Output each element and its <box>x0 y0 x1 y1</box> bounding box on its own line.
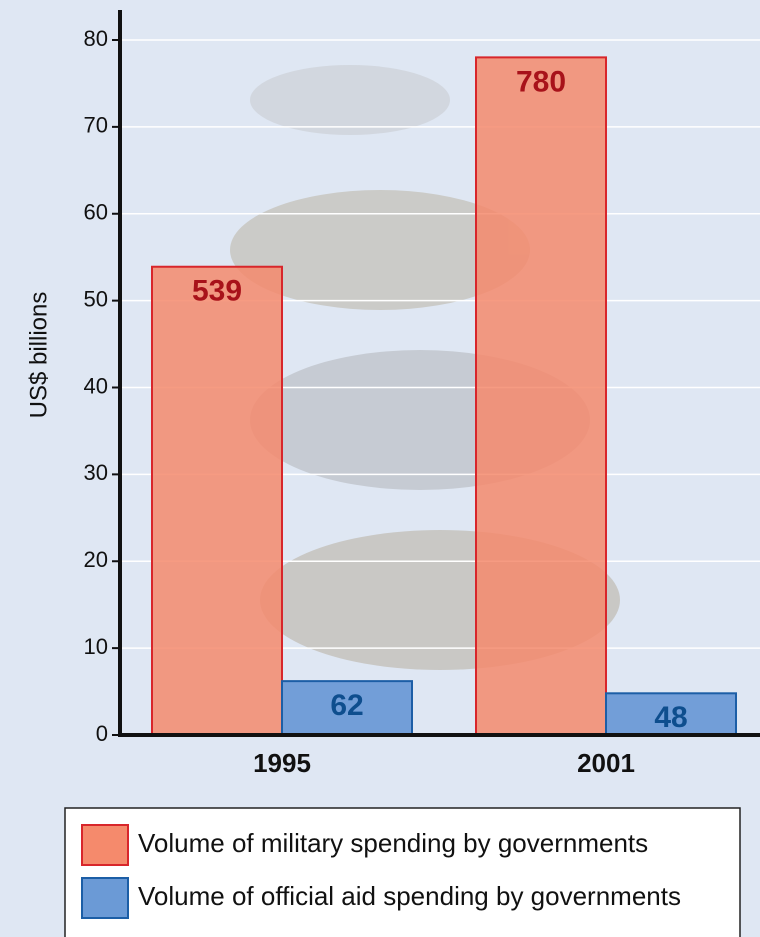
value-label: 62 <box>330 689 363 722</box>
y-tick-label: 80 <box>84 26 108 51</box>
legend-swatch <box>81 824 129 866</box>
value-label: 780 <box>516 65 566 98</box>
y-tick-label: 20 <box>84 547 108 572</box>
y-axis-label: US$ billions <box>25 292 52 419</box>
legend-box <box>64 807 741 937</box>
bar <box>475 56 607 736</box>
y-tick-label: 40 <box>84 373 108 398</box>
y-tick-label: 70 <box>84 113 108 138</box>
bar <box>605 692 737 736</box>
x-tick-label: 2001 <box>577 748 635 778</box>
y-tick-label: 30 <box>84 460 108 485</box>
bar <box>151 265 283 736</box>
value-label: 48 <box>654 701 687 734</box>
value-label: 539 <box>192 275 242 308</box>
x-tick-label: 1995 <box>253 748 311 778</box>
y-tick-label: 10 <box>84 634 108 659</box>
y-tick-label: 0 <box>96 721 108 746</box>
legend-label: Volume of official aid spending by gover… <box>138 881 681 911</box>
legend-swatch <box>81 877 129 919</box>
legend-label: Volume of military spending by governmen… <box>138 828 648 858</box>
y-tick-label: 60 <box>84 200 108 225</box>
y-tick-label: 50 <box>84 286 108 311</box>
